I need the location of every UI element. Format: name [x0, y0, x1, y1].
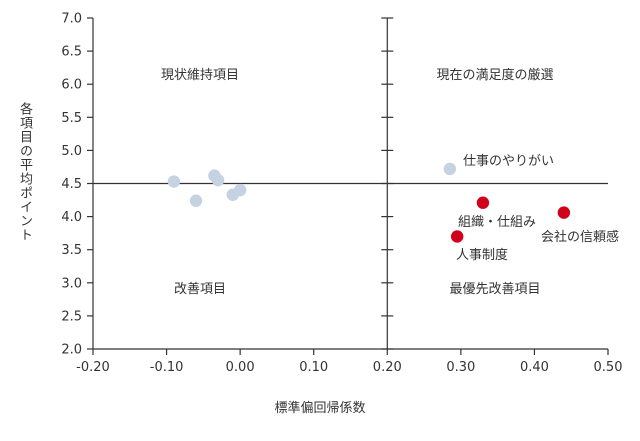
- red-data-point: [450, 230, 464, 243]
- x-axis-title: 標準偏回帰係数: [274, 401, 366, 416]
- x-tick-label: 0.40: [520, 360, 549, 375]
- x-tick-label: 0.30: [446, 360, 475, 375]
- blue-data-point: [443, 162, 457, 176]
- point-label-soshiki: 組織・仕組み: [458, 215, 536, 230]
- blue-data-point: [189, 194, 203, 207]
- y-tick-label: 4.0: [61, 210, 82, 225]
- point-label-shigoto: 仕事のやりがい: [463, 154, 554, 169]
- y-tick-label: 3.0: [61, 276, 82, 291]
- x-tick-label: -0.10: [150, 360, 184, 375]
- red-data-point: [476, 196, 490, 209]
- x-tick-label: 0.50: [594, 360, 623, 375]
- point-label-kaisha: 会社の信頼感: [541, 229, 619, 245]
- tick-labels: -0.20 -0.10 0.00 0.10 0.20 0.30 0.40 0.50 2.0 2.5…: [61, 12, 622, 376]
- data-points: [167, 162, 571, 243]
- x-tick-label: -0.20: [76, 360, 110, 375]
- quadrant-label-bottom-right: 最優先改善項目: [449, 281, 540, 297]
- y-tick-label: 6.5: [61, 45, 82, 60]
- quadrant-label-top-left: 現状維持項目: [161, 68, 239, 83]
- red-data-point: [557, 206, 571, 219]
- y-tick-label: 7.0: [61, 12, 82, 27]
- blue-data-point: [167, 175, 181, 188]
- x-tick-label: 0.20: [373, 360, 402, 375]
- y-axis-title-wrap: 各項目の平均ポイント: [14, 102, 34, 242]
- x-tick-label: 0.10: [299, 360, 328, 375]
- point-label-jinji: 人事制度: [456, 247, 508, 263]
- y-tick-label: 4.5: [61, 177, 82, 192]
- y-tick-label: 2.0: [61, 343, 82, 358]
- quadrant-label-top-right: 現在の満足度の厳選: [436, 67, 553, 83]
- point-labels: 仕事のやりがい 組織・仕組み 会社の信頼感 人事制度: [456, 154, 619, 263]
- quadrant-label-bottom-left: 改善項目: [174, 281, 226, 297]
- x-tick-label: 0.00: [226, 360, 255, 375]
- blue-data-point: [211, 173, 225, 187]
- y-tick-label: 5.5: [61, 111, 82, 126]
- blue-data-point: [233, 183, 247, 197]
- y-tick-label: 3.5: [61, 243, 82, 258]
- y-tick-label: 6.0: [61, 78, 82, 93]
- y-tick-label: 5.0: [61, 144, 82, 159]
- quadrant-labels: 現状維持項目 現在の満足度の厳選 改善項目 最優先改善項目: [161, 67, 554, 297]
- y-tick-label: 2.5: [61, 309, 82, 324]
- y-axis-title: 各項目の平均ポイント: [17, 102, 32, 242]
